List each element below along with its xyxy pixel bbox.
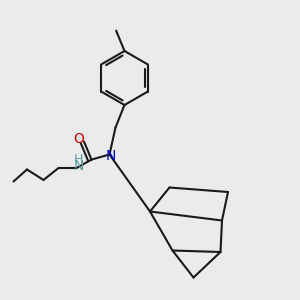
Text: O: O xyxy=(73,132,84,146)
Text: N: N xyxy=(74,159,84,172)
Text: N: N xyxy=(106,149,116,163)
Text: H: H xyxy=(73,153,83,166)
